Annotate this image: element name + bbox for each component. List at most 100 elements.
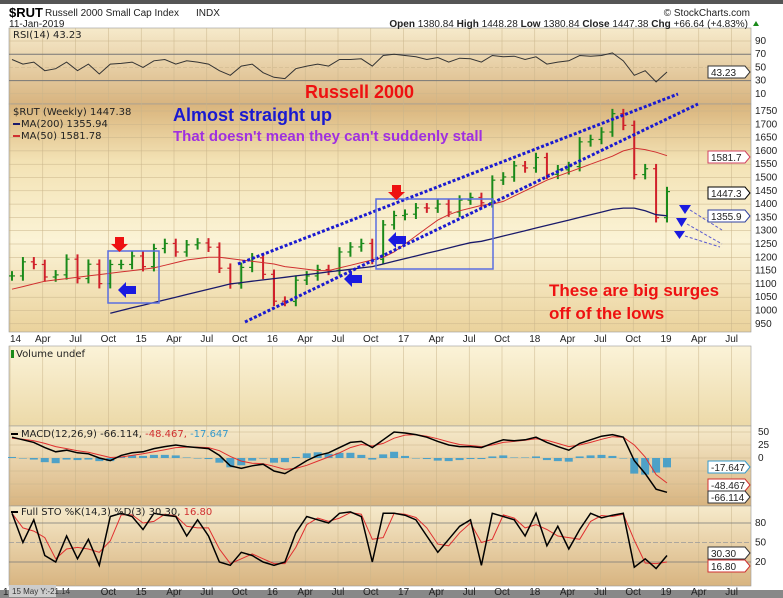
macd-histogram-bar bbox=[280, 458, 289, 463]
price-y-label: 1050 bbox=[755, 292, 778, 303]
macd-histogram-bar bbox=[368, 458, 377, 460]
value-tag bbox=[707, 186, 751, 200]
chart-date: 11-Jan-2019 bbox=[9, 19, 65, 30]
x-tick-label: Oct bbox=[363, 334, 379, 345]
macd-histogram-bar bbox=[51, 458, 60, 464]
price-y-label: 950 bbox=[755, 319, 772, 330]
red-down-arrow-icon bbox=[111, 237, 128, 252]
macd-histogram-bar bbox=[597, 454, 606, 458]
macd-histogram-bar bbox=[215, 458, 224, 463]
macd-histogram-bar bbox=[182, 457, 191, 458]
x-tick-label-bottom: Oct bbox=[625, 587, 641, 598]
x-tick-label-bottom: 16 bbox=[267, 587, 279, 598]
value-tag-text: -48.467 bbox=[711, 481, 745, 492]
x-tick-label: Jul bbox=[725, 334, 738, 345]
macd-histogram-bar bbox=[149, 454, 158, 458]
x-tick-label-bottom: 17 bbox=[398, 587, 410, 598]
x-tick-label: Apr bbox=[297, 334, 313, 345]
annotation-surge2: off of the lows bbox=[549, 304, 664, 323]
ma50-legend: MA(50) 1581.78 bbox=[21, 131, 102, 142]
x-tick-label-bottom: Jul bbox=[725, 587, 738, 598]
blue-down-triangle-icon bbox=[679, 205, 691, 214]
macd-histogram-bar bbox=[532, 456, 540, 458]
rsi-y-label: 10 bbox=[755, 89, 767, 100]
value-tag bbox=[707, 546, 751, 560]
x-tick-label: Apr bbox=[429, 334, 445, 345]
x-tick-label: Apr bbox=[166, 334, 182, 345]
x-tick-label: 16 bbox=[267, 334, 279, 345]
x-tick-label-bottom: Apr bbox=[297, 587, 313, 598]
x-tick-label: Oct bbox=[101, 334, 117, 345]
macd-histogram-bar bbox=[510, 457, 519, 458]
x-tick-label: Jul bbox=[594, 334, 607, 345]
annotations: Russell 2000 Almost straight up That doe… bbox=[107, 82, 723, 324]
macd-histogram-bar bbox=[553, 458, 562, 462]
sto-d-line bbox=[11, 512, 668, 565]
up-triangle-icon bbox=[753, 21, 759, 26]
macd-histogram-bar bbox=[357, 454, 366, 458]
exchange: INDX bbox=[196, 8, 220, 19]
macd-histogram-bar bbox=[40, 458, 49, 463]
x-tick-label-bottom: Apr bbox=[429, 587, 445, 598]
ohlc-summary: Open 1380.84 High 1448.28 Low 1380.84 Cl… bbox=[389, 19, 748, 30]
blue-left-arrow-icon bbox=[388, 232, 406, 248]
x-tick-label: 15 bbox=[136, 334, 148, 345]
macd-histogram-bar bbox=[542, 458, 551, 461]
sto-k-line bbox=[11, 511, 668, 570]
x-tick-label: 18 bbox=[529, 334, 541, 345]
macd-histogram-bar bbox=[575, 456, 584, 458]
macd-histogram-bar bbox=[128, 455, 137, 458]
macd-histogram-bar bbox=[346, 452, 355, 458]
macd-histogram-bar bbox=[95, 458, 104, 462]
macd-histogram-bar bbox=[270, 458, 278, 463]
macd-histogram-bar bbox=[411, 458, 420, 459]
x-tick-label-bottom: 15 bbox=[136, 587, 148, 598]
x-tick-label-bottom: Oct bbox=[232, 587, 248, 598]
x-tick-label: Jul bbox=[463, 334, 476, 345]
brand-logo: © StockCharts.com bbox=[664, 8, 750, 19]
macd-histogram-bar bbox=[390, 451, 399, 458]
macd-histogram-bar bbox=[586, 455, 595, 458]
rsi-legend: RSI(14) 43.23 bbox=[13, 30, 82, 41]
macd-histogram-bar bbox=[237, 458, 246, 466]
blue-left-arrow-icon bbox=[344, 271, 362, 287]
macd-histogram-bar bbox=[29, 458, 38, 460]
value-tag bbox=[707, 209, 751, 223]
value-tag-text: 30.30 bbox=[711, 549, 736, 560]
x-tick-label-bottom: Oct bbox=[494, 587, 510, 598]
macd-histogram-bar bbox=[433, 458, 442, 461]
rsi-y-label: 50 bbox=[755, 62, 767, 73]
macd-histogram-bar bbox=[259, 458, 268, 459]
annotation-line1: Almost straight up bbox=[173, 105, 332, 125]
x-tick-label: Apr bbox=[560, 334, 576, 345]
rsi-y-label: 70 bbox=[755, 49, 767, 60]
value-tag bbox=[707, 150, 751, 164]
macd-histogram-bar bbox=[139, 455, 147, 458]
value-tag bbox=[707, 478, 751, 492]
macd-histogram-bar bbox=[302, 453, 311, 458]
macd-histogram-bar bbox=[663, 458, 671, 468]
x-tick-label: Oct bbox=[232, 334, 248, 345]
macd-histogram-bar bbox=[488, 456, 497, 458]
highlight-box-2014 bbox=[107, 250, 160, 304]
value-tag bbox=[707, 490, 751, 504]
macd-histogram-bar bbox=[444, 458, 453, 462]
sto-legend: Full STO %K(14,3) %D(3) 30.30, 16.80 bbox=[21, 507, 212, 518]
price-y-label: 1300 bbox=[755, 226, 778, 237]
ma200-line bbox=[110, 207, 668, 314]
volume-legend: Volume undef bbox=[16, 349, 86, 360]
macd-y-label: 50 bbox=[758, 427, 770, 438]
value-tag-text: 1355.9 bbox=[711, 212, 742, 223]
value-tag-text: 16.80 bbox=[711, 562, 736, 573]
macd-histogram-bar bbox=[248, 458, 257, 461]
x-tick-label: Oct bbox=[625, 334, 641, 345]
blue-left-arrow-icon bbox=[118, 282, 136, 298]
macd-histogram-bar bbox=[401, 455, 409, 458]
x-tick-label: Jul bbox=[332, 334, 345, 345]
price-y-label: 1500 bbox=[755, 173, 778, 184]
price-y-label: 1700 bbox=[755, 119, 778, 130]
macd-legend: MACD(12,26,9) -66.114, -48.467, -17.647 bbox=[21, 429, 229, 440]
macd-histogram-bar bbox=[630, 458, 639, 474]
macd-histogram-bar bbox=[324, 453, 333, 458]
macd-histogram-bar bbox=[8, 456, 16, 458]
